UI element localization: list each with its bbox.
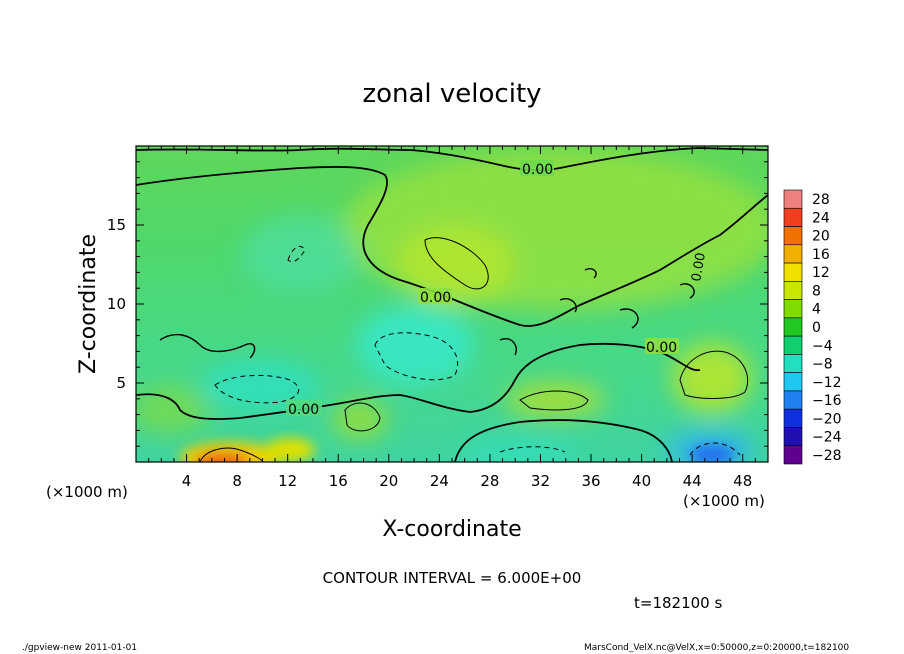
- colorbar-label: 0: [812, 320, 821, 336]
- contour-label: 0.00: [288, 402, 319, 418]
- colorbar-label: 28: [812, 192, 830, 208]
- colorbar-label: −24: [812, 430, 842, 446]
- colorbar-label: −12: [812, 375, 842, 391]
- contour-label: 0.00: [689, 252, 709, 283]
- colorbar-label: −20: [812, 411, 842, 427]
- contour-zero-lower: [136, 342, 701, 420]
- x-tick-label: 24: [430, 472, 449, 490]
- colorbar-label: −16: [812, 393, 842, 409]
- contour-interval-text: CONTOUR INTERVAL = 6.000E+00: [323, 569, 582, 587]
- contour-labels: 0.00 0.00 0.00 0.00 0.00: [286, 160, 709, 418]
- x-tick-label: 48: [733, 472, 752, 490]
- y-tick-label: 10: [107, 295, 126, 313]
- x-axis-label: X-coordinate: [382, 517, 521, 542]
- colorbar-swatch: [783, 299, 803, 319]
- colorbar-swatch: [783, 427, 803, 447]
- colorbar-swatch: [783, 317, 803, 337]
- colorbar-label: 4: [812, 302, 821, 318]
- y-axis-ticks: 5 10 15: [107, 145, 768, 463]
- x-tick-label: 36: [581, 472, 600, 490]
- x-tick-label: 16: [329, 472, 348, 490]
- colorbar-label: 24: [812, 210, 830, 226]
- x-axis-ticks: 4 8 12 16 20 24 28 32 36 40 44 48: [135, 146, 769, 490]
- y-tick-label: 5: [116, 374, 126, 392]
- colorbar-label: 8: [812, 283, 821, 299]
- field-extremes: [180, 438, 734, 462]
- colorbar-label: 16: [812, 247, 830, 263]
- colorbar-swatch: [783, 390, 803, 410]
- colorbar: 28 24 20 16 12 8 4 0 −4 −8 −12 −16 −20 −24 −28: [783, 189, 842, 465]
- colorbar-swatch: [783, 189, 803, 209]
- footer-right: MarsCond_VelX.nc@VelX,x=0:50000,z=0:2000…: [584, 643, 849, 653]
- time-text: t=182100 s: [634, 594, 722, 612]
- contour-positive: [199, 237, 749, 462]
- x-tick-label: 44: [683, 472, 702, 490]
- y-axis-label: Z-coordinate: [76, 234, 101, 374]
- plot-area: 0.00 0.00 0.00 0.00 0.00: [136, 146, 768, 462]
- contour-zero-bottom: [454, 419, 673, 462]
- colorbar-label: −8: [812, 357, 833, 373]
- colorbar-swatch: [783, 335, 803, 355]
- x-tick-label: 28: [480, 472, 499, 490]
- y-unit-label: (×1000 m): [46, 483, 128, 501]
- x-tick-label: 8: [232, 472, 242, 490]
- x-tick-label: 20: [379, 472, 398, 490]
- contour-zero-islands: [159, 268, 695, 359]
- contour-zero-top: [136, 147, 768, 172]
- contour-label: 0.00: [420, 290, 451, 306]
- colorbar-swatch: [783, 445, 803, 465]
- footer-left: ./gpview-new 2011-01-01: [22, 643, 137, 653]
- colorbar-label: −28: [812, 448, 842, 464]
- chart-title: zonal velocity: [362, 79, 541, 109]
- colorbar-label: 12: [812, 265, 830, 281]
- y-tick-label: 15: [107, 216, 126, 234]
- x-tick-label: 32: [531, 472, 550, 490]
- colorbar-swatch: [783, 244, 803, 264]
- x-tick-label: 4: [182, 472, 192, 490]
- contour-label: 0.00: [646, 340, 677, 356]
- x-tick-label: 40: [632, 472, 651, 490]
- contour-negative: [214, 245, 741, 456]
- colorbar-swatch: [783, 372, 803, 392]
- colorbar-swatch: [783, 207, 803, 227]
- colorbar-swatch: [783, 262, 803, 282]
- colorbar-swatch: [783, 281, 803, 300]
- colorbar-swatch: [783, 408, 803, 428]
- x-unit-label: (×1000 m): [683, 492, 765, 510]
- colorbar-label: −4: [812, 338, 833, 354]
- x-tick-label: 12: [278, 472, 297, 490]
- colorbar-swatch: [783, 354, 803, 373]
- colorbar-swatch: [783, 226, 803, 246]
- colorbar-label: 20: [812, 229, 830, 245]
- contour-label: 0.00: [522, 162, 553, 178]
